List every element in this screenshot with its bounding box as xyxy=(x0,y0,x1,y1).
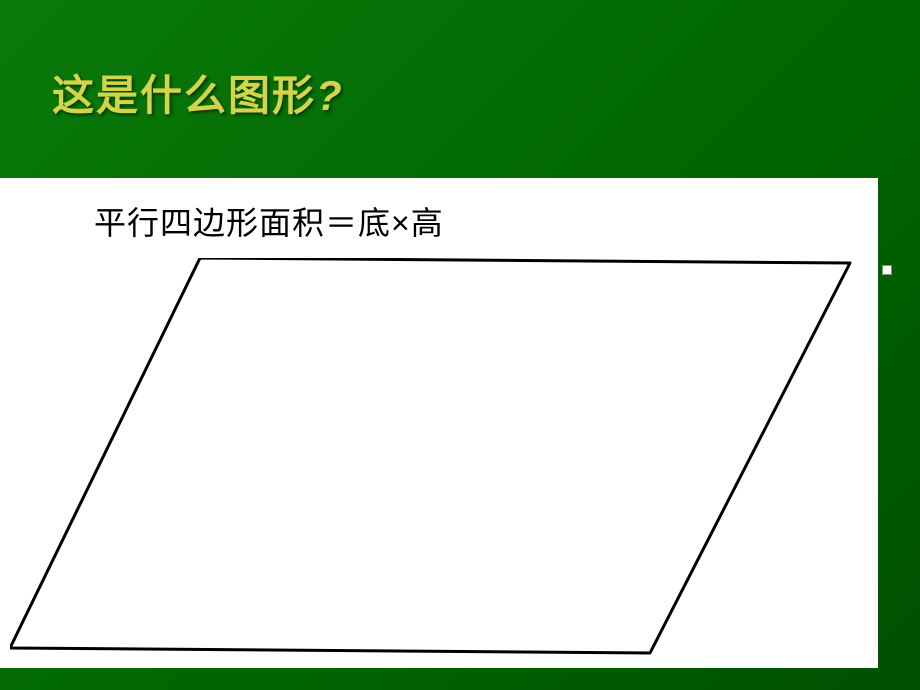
title-text: 这是什么图形 xyxy=(52,72,316,119)
resize-handle-icon xyxy=(882,265,892,275)
content-panel: 平行四边形面积＝底×高 xyxy=(0,178,878,668)
slide-title: 这是什么图形? xyxy=(52,62,344,123)
parallelogram-shape xyxy=(10,258,868,658)
formula-text: 平行四边形面积＝底×高 xyxy=(94,198,444,244)
title-question-mark: ? xyxy=(316,72,344,119)
